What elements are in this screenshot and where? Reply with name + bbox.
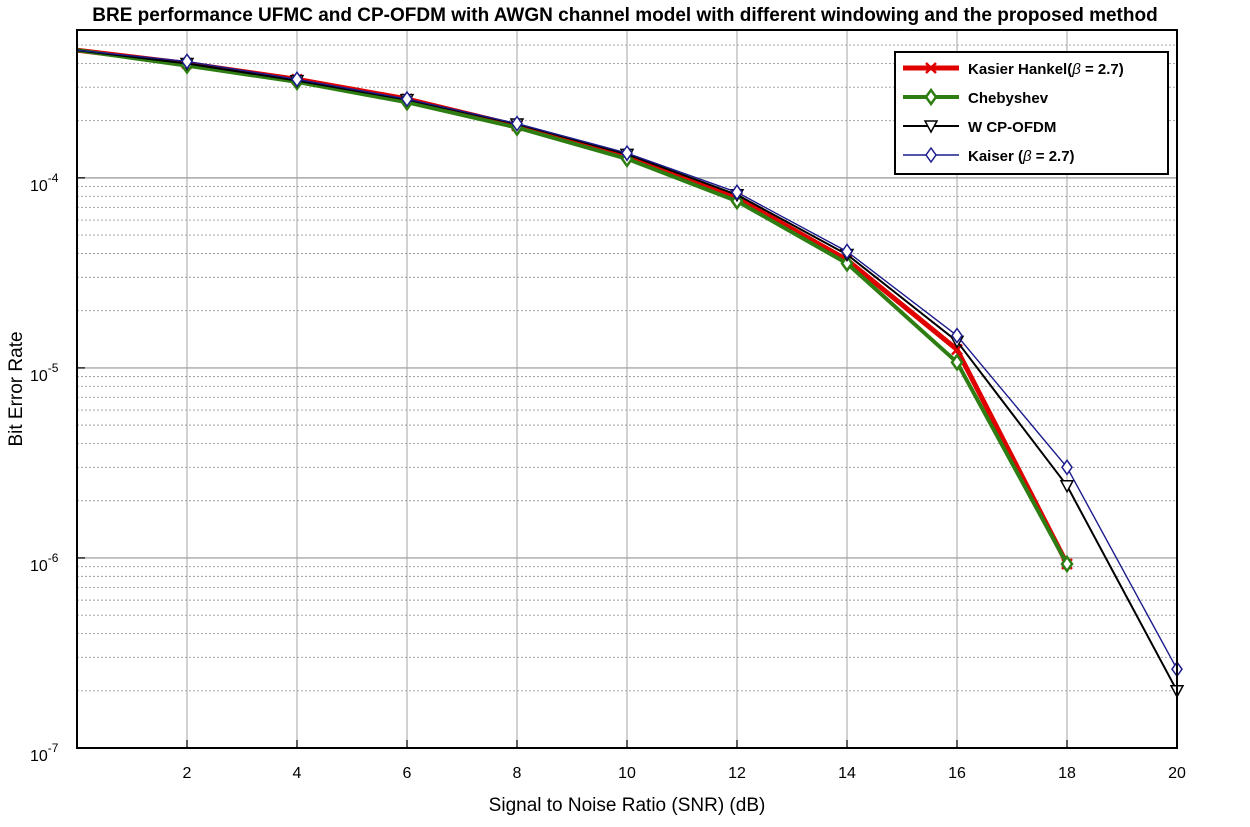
data-point-diamond-marker [511, 115, 523, 132]
legend-entry: Kaiser (β = 2.7) [903, 146, 1075, 165]
x-tick-label: 18 [1058, 765, 1076, 782]
data-point-diamond-marker [401, 90, 413, 108]
data-point-diamond-marker [731, 183, 743, 201]
legend: Kasier Hankel(β = 2.7) Chebyshev W CP-OFDM… [894, 51, 1169, 175]
legend-label: Chebyshev [968, 90, 1049, 107]
grid [77, 30, 1178, 749]
y-tick-label: 10-5 [30, 361, 59, 385]
series-layer [76, 47, 1185, 699]
data-point-triangle-marker [1059, 479, 1075, 494]
x-tick-label: 14 [838, 765, 856, 782]
x-axis-label: Signal to Noise Ratio (SNR) (dB) [489, 795, 766, 816]
x-tick-label: 12 [728, 765, 746, 782]
legend-label: Kasier Hankel(β = 2.7) [968, 61, 1124, 78]
data-point-diamond-marker [1060, 554, 1074, 574]
x-tick-label: 2 [183, 765, 192, 782]
data-point-diamond-marker [951, 327, 963, 344]
legend-label: Kaiser (β = 2.7) [968, 148, 1075, 165]
y-axis-ticks: 10-4 10-5 10-6 10-7 [30, 171, 85, 765]
legend-entry: Chebyshev [903, 87, 1049, 107]
legend-entry: Kasier Hankel(β = 2.7) [903, 61, 1124, 78]
x-axis-ticks: 2 4 6 8 10 12 14 16 18 20 [183, 740, 1186, 782]
data-point-diamond-marker [621, 144, 633, 162]
data-point-triangle-marker [923, 120, 939, 134]
x-tick-label: 10 [618, 765, 636, 782]
data-point-diamond-marker [841, 243, 853, 260]
x-tick-label: 4 [293, 765, 302, 782]
data-point-diamond-marker [181, 53, 193, 70]
data-point-x-marker [925, 62, 937, 74]
data-point-diamond-marker [840, 254, 854, 273]
x-tick-label: 20 [1168, 765, 1186, 782]
x-tick-label: 6 [403, 765, 412, 782]
data-point-diamond-marker [1061, 458, 1073, 476]
y-tick-label: 10-7 [30, 741, 59, 765]
data-point-diamond-marker [950, 353, 964, 372]
y-tick-label: 10-4 [30, 171, 59, 195]
legend-box [894, 51, 1169, 175]
legend-label: W CP-OFDM [968, 119, 1056, 136]
data-point-diamond-marker [291, 71, 303, 88]
series-line [76, 48, 1069, 565]
chart-title: BRE performance UFMC and CP-OFDM with AW… [92, 5, 1157, 26]
y-axis-label: Bit Error Rate [6, 331, 27, 446]
data-point-diamond-marker [925, 146, 937, 164]
x-tick-label: 8 [513, 765, 522, 782]
x-tick-label: 16 [948, 765, 966, 782]
legend-entry: W CP-OFDM [903, 119, 1056, 136]
y-tick-label: 10-6 [30, 551, 59, 575]
data-point-diamond-marker [924, 87, 938, 107]
